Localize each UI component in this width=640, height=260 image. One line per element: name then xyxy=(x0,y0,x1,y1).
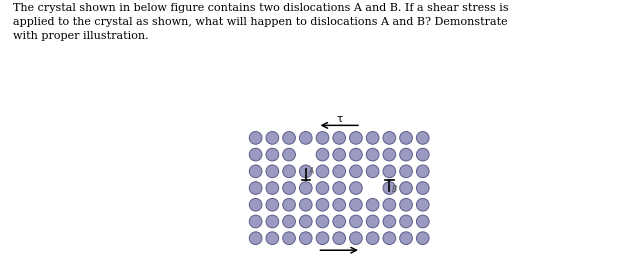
Circle shape xyxy=(316,198,329,211)
Circle shape xyxy=(333,182,346,194)
Circle shape xyxy=(283,132,296,144)
Circle shape xyxy=(266,148,278,161)
Circle shape xyxy=(383,132,396,144)
Circle shape xyxy=(417,198,429,211)
Circle shape xyxy=(300,232,312,244)
Circle shape xyxy=(316,232,329,244)
Circle shape xyxy=(349,148,362,161)
Circle shape xyxy=(400,132,412,144)
Circle shape xyxy=(283,165,296,178)
Circle shape xyxy=(349,182,362,194)
Circle shape xyxy=(383,215,396,228)
Circle shape xyxy=(316,182,329,194)
Circle shape xyxy=(300,215,312,228)
Circle shape xyxy=(249,198,262,211)
Circle shape xyxy=(249,148,262,161)
Circle shape xyxy=(417,165,429,178)
Circle shape xyxy=(349,165,362,178)
Circle shape xyxy=(349,232,362,244)
Circle shape xyxy=(400,148,412,161)
Circle shape xyxy=(283,198,296,211)
Circle shape xyxy=(333,165,346,178)
Circle shape xyxy=(300,132,312,144)
Circle shape xyxy=(366,215,379,228)
Circle shape xyxy=(366,198,379,211)
Circle shape xyxy=(383,165,396,178)
Circle shape xyxy=(400,232,412,244)
Circle shape xyxy=(300,182,312,194)
Circle shape xyxy=(266,165,278,178)
Circle shape xyxy=(300,198,312,211)
Circle shape xyxy=(249,215,262,228)
Circle shape xyxy=(316,132,329,144)
Circle shape xyxy=(333,232,346,244)
Text: The crystal shown in below figure contains two dislocations A and B. If a shear : The crystal shown in below figure contai… xyxy=(13,3,508,41)
Circle shape xyxy=(333,132,346,144)
Circle shape xyxy=(400,165,412,178)
Circle shape xyxy=(400,182,412,194)
Circle shape xyxy=(266,232,278,244)
Circle shape xyxy=(249,165,262,178)
Circle shape xyxy=(333,148,346,161)
Circle shape xyxy=(333,215,346,228)
Circle shape xyxy=(283,232,296,244)
Circle shape xyxy=(266,198,278,211)
Circle shape xyxy=(283,182,296,194)
Circle shape xyxy=(349,215,362,228)
Circle shape xyxy=(300,165,312,178)
Circle shape xyxy=(366,165,379,178)
Circle shape xyxy=(366,148,379,161)
Circle shape xyxy=(417,215,429,228)
Circle shape xyxy=(417,148,429,161)
Circle shape xyxy=(316,165,329,178)
Circle shape xyxy=(249,132,262,144)
Circle shape xyxy=(349,198,362,211)
Circle shape xyxy=(283,215,296,228)
Circle shape xyxy=(400,198,412,211)
Circle shape xyxy=(349,132,362,144)
Text: B: B xyxy=(392,185,397,194)
Circle shape xyxy=(383,148,396,161)
Circle shape xyxy=(316,148,329,161)
Circle shape xyxy=(366,132,379,144)
Circle shape xyxy=(383,182,396,194)
Circle shape xyxy=(316,215,329,228)
Circle shape xyxy=(266,132,278,144)
Circle shape xyxy=(333,198,346,211)
Text: A: A xyxy=(308,167,313,176)
Circle shape xyxy=(383,198,396,211)
Circle shape xyxy=(417,182,429,194)
Circle shape xyxy=(383,232,396,244)
Circle shape xyxy=(283,148,296,161)
Circle shape xyxy=(249,232,262,244)
Circle shape xyxy=(417,232,429,244)
Circle shape xyxy=(266,215,278,228)
Circle shape xyxy=(249,182,262,194)
Circle shape xyxy=(266,182,278,194)
Circle shape xyxy=(400,215,412,228)
Circle shape xyxy=(417,132,429,144)
Text: τ: τ xyxy=(337,114,343,124)
Circle shape xyxy=(366,232,379,244)
